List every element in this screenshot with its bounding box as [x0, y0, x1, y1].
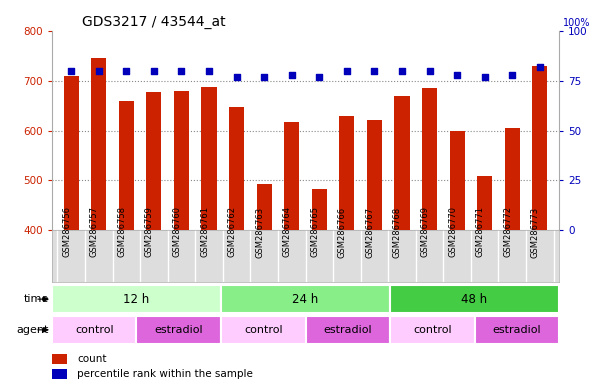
Bar — [477, 177, 492, 230]
Text: GSM286773: GSM286773 — [531, 206, 540, 258]
Point — [149, 68, 159, 74]
Point — [177, 68, 186, 74]
Point — [452, 71, 462, 78]
Bar — [505, 127, 520, 230]
Bar — [52, 369, 67, 379]
Bar — [136, 316, 221, 344]
Bar — [306, 316, 390, 344]
Point — [259, 74, 269, 80]
Bar — [339, 116, 354, 230]
Text: 100%: 100% — [563, 18, 591, 28]
Bar — [91, 58, 106, 230]
Text: GSM286759: GSM286759 — [145, 207, 154, 257]
Text: estradiol: estradiol — [492, 325, 541, 335]
Point — [342, 68, 352, 74]
Point — [122, 68, 131, 74]
Text: percentile rank within the sample: percentile rank within the sample — [78, 369, 253, 379]
Point — [480, 74, 489, 80]
Text: GSM286768: GSM286768 — [393, 206, 402, 258]
Text: GSM286765: GSM286765 — [310, 207, 320, 257]
Text: GSM286763: GSM286763 — [255, 206, 264, 258]
Text: GSM286758: GSM286758 — [117, 207, 126, 257]
Text: GSM286767: GSM286767 — [365, 206, 375, 258]
Text: GSM286770: GSM286770 — [448, 207, 457, 257]
Bar — [146, 92, 161, 230]
Text: estradiol: estradiol — [323, 325, 372, 335]
Point — [535, 64, 544, 70]
Bar — [422, 88, 437, 230]
Bar — [174, 91, 189, 230]
Bar — [390, 285, 559, 313]
Bar — [532, 66, 547, 230]
Bar — [390, 316, 475, 344]
Text: control: control — [75, 325, 114, 335]
Text: GSM286771: GSM286771 — [475, 207, 485, 257]
Text: GSM286760: GSM286760 — [172, 207, 181, 257]
Point — [67, 68, 76, 74]
Bar — [52, 316, 136, 344]
Text: agent: agent — [16, 325, 49, 335]
Text: GSM286756: GSM286756 — [62, 207, 71, 257]
Bar — [52, 285, 221, 313]
Text: time: time — [24, 294, 49, 304]
Point — [370, 68, 379, 74]
Point — [425, 68, 434, 74]
Text: count: count — [78, 354, 107, 364]
Bar — [450, 131, 465, 230]
Text: 48 h: 48 h — [461, 293, 488, 306]
Point — [94, 68, 104, 74]
Text: GSM286766: GSM286766 — [338, 206, 347, 258]
Bar — [119, 101, 134, 230]
Bar — [229, 107, 244, 230]
Bar — [221, 285, 390, 313]
Text: GSM286761: GSM286761 — [200, 207, 209, 257]
Text: estradiol: estradiol — [155, 325, 203, 335]
Text: GSM286769: GSM286769 — [420, 207, 430, 257]
Text: GDS3217 / 43544_at: GDS3217 / 43544_at — [82, 15, 226, 29]
Bar — [257, 184, 272, 230]
Text: control: control — [413, 325, 452, 335]
Point — [507, 71, 517, 78]
Bar — [221, 316, 306, 344]
Text: GSM286762: GSM286762 — [227, 207, 236, 257]
Point — [397, 68, 407, 74]
Bar — [312, 189, 327, 230]
Bar — [475, 316, 559, 344]
Bar — [202, 87, 217, 230]
Text: 12 h: 12 h — [123, 293, 150, 306]
Text: GSM286764: GSM286764 — [283, 207, 291, 257]
Text: GSM286772: GSM286772 — [503, 207, 512, 257]
Bar — [52, 354, 67, 364]
Point — [315, 74, 324, 80]
Text: 24 h: 24 h — [293, 293, 318, 306]
Text: GSM286757: GSM286757 — [90, 207, 99, 257]
Point — [204, 68, 214, 74]
Text: control: control — [244, 325, 282, 335]
Point — [232, 74, 241, 80]
Bar — [394, 96, 409, 230]
Bar — [64, 76, 79, 230]
Point — [287, 71, 296, 78]
Bar — [367, 119, 382, 230]
Bar — [284, 122, 299, 230]
